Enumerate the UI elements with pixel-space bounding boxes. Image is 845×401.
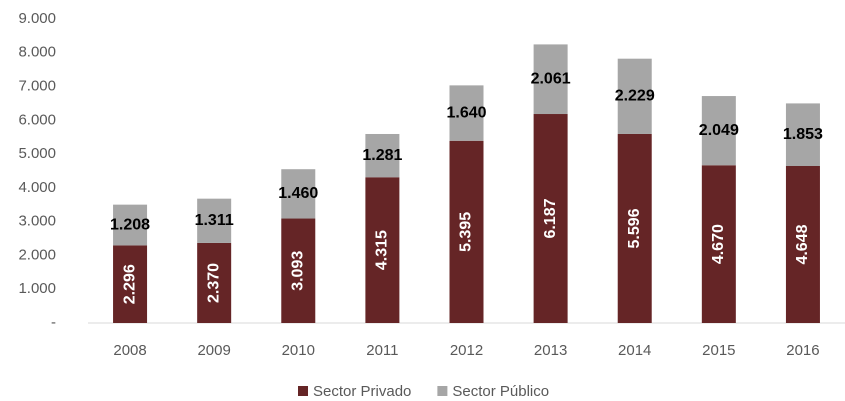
bar-segment <box>785 103 820 167</box>
bar-segment <box>281 169 316 219</box>
bar-segment <box>701 96 736 166</box>
x-tick-label: 2013 <box>534 342 567 359</box>
y-tick-label: 3.000 <box>18 213 56 230</box>
bar-segment <box>617 58 652 134</box>
x-tick-label: 2009 <box>197 342 230 359</box>
data-label: 2.049 <box>699 122 739 139</box>
data-label: 1.281 <box>362 147 402 164</box>
y-tick-label: 9.000 <box>18 10 56 27</box>
legend-swatch <box>437 386 448 396</box>
x-tick-label: 2015 <box>702 342 735 359</box>
x-tick-label: 2012 <box>450 342 483 359</box>
legend-label: Sector Privado <box>313 383 411 400</box>
data-label: 1.311 <box>195 212 234 229</box>
data-label: 2.296 <box>121 264 138 304</box>
x-tick-label: 2011 <box>366 342 398 359</box>
bar-segment <box>365 133 400 178</box>
data-label: 1.208 <box>110 216 150 233</box>
bar-segment <box>281 218 316 323</box>
data-label: 4.315 <box>374 230 391 270</box>
bar-segment <box>701 165 736 323</box>
data-label: 3.093 <box>289 251 306 291</box>
data-label: 6.187 <box>542 198 559 238</box>
legend-swatch <box>298 386 308 396</box>
bar-segment <box>785 166 820 323</box>
data-label: 1.460 <box>278 185 318 202</box>
bar-segment <box>617 133 652 323</box>
bar-segment <box>449 140 484 323</box>
y-tick-label: 1.000 <box>18 280 56 297</box>
y-tick-label: 2.000 <box>18 246 56 263</box>
y-tick-label: 8.000 <box>18 44 56 61</box>
x-tick-label: 2016 <box>786 342 819 359</box>
data-label: 5.395 <box>458 212 475 252</box>
data-label: 2.061 <box>531 70 571 87</box>
data-label: 1.853 <box>783 126 823 143</box>
y-tick-label: 4.000 <box>18 179 56 196</box>
data-label: 4.648 <box>794 224 811 264</box>
y-tick-label: 5.000 <box>18 145 56 162</box>
x-tick-label: 2010 <box>282 342 315 359</box>
y-tick-label: 7.000 <box>18 78 56 95</box>
bar-segment <box>113 245 148 323</box>
y-tick-label: - <box>51 314 56 331</box>
data-label: 2.370 <box>205 263 222 303</box>
x-tick-label: 2008 <box>113 342 146 359</box>
x-tick-label: 2014 <box>618 342 651 359</box>
bar-segment <box>449 85 484 141</box>
data-label: 5.596 <box>626 208 643 248</box>
bar-segment <box>113 204 148 246</box>
data-label: 4.670 <box>710 224 727 264</box>
bar-segment <box>365 177 400 323</box>
bar-segment <box>197 242 232 323</box>
bar-segment <box>197 198 232 243</box>
bar-segment <box>533 114 568 323</box>
y-tick-label: 6.000 <box>18 111 56 128</box>
data-label: 2.229 <box>615 88 655 105</box>
legend-label: Sector Público <box>452 383 549 400</box>
bar-segment <box>533 44 568 115</box>
data-label: 1.640 <box>446 104 486 121</box>
